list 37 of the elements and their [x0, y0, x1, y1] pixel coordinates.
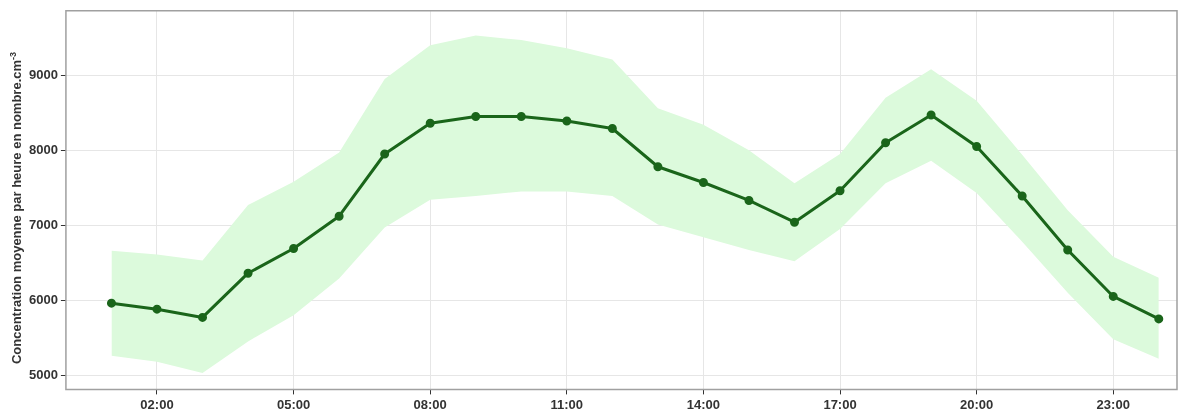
point [243, 268, 253, 278]
y-tick-label: 9000 [29, 66, 58, 82]
point [1108, 291, 1118, 301]
point [198, 312, 208, 322]
y-tick-label: 5000 [29, 366, 58, 382]
x-tick-label: 14:00 [686, 396, 721, 412]
y-tick-label: 8000 [29, 141, 58, 157]
point [289, 243, 299, 253]
point [607, 124, 617, 133]
point [698, 177, 708, 187]
point [881, 138, 891, 148]
point [152, 304, 162, 314]
point [334, 211, 344, 221]
point [106, 298, 116, 308]
x-tick-label: 08:00 [413, 396, 447, 412]
x-tick-label: 20:00 [960, 396, 994, 412]
x-tick-label: 11:00 [550, 396, 584, 412]
point [653, 162, 663, 172]
y-tick-label: 7000 [29, 216, 58, 232]
point [380, 149, 390, 159]
point [471, 112, 481, 122]
point [425, 118, 435, 128]
point [1063, 245, 1073, 255]
point [835, 186, 845, 196]
point [1017, 191, 1027, 201]
point [516, 112, 526, 122]
point [744, 195, 754, 205]
x-tick-label: 23:00 [1096, 396, 1130, 412]
point [1154, 314, 1164, 324]
x-tick-label: 05:00 [276, 396, 311, 412]
point [972, 142, 982, 151]
point [562, 116, 572, 126]
point [926, 110, 936, 120]
point [790, 217, 799, 227]
x-tick-label: 02:00 [140, 396, 174, 412]
y-tick-label: 6000 [29, 291, 58, 307]
x-tick-label: 17:00 [823, 396, 857, 412]
